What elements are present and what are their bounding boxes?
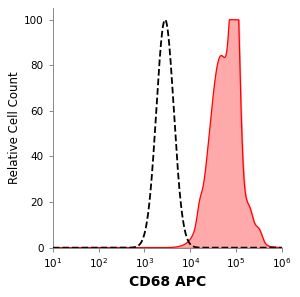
Y-axis label: Relative Cell Count: Relative Cell Count — [8, 72, 21, 184]
X-axis label: CD68 APC: CD68 APC — [129, 275, 206, 289]
